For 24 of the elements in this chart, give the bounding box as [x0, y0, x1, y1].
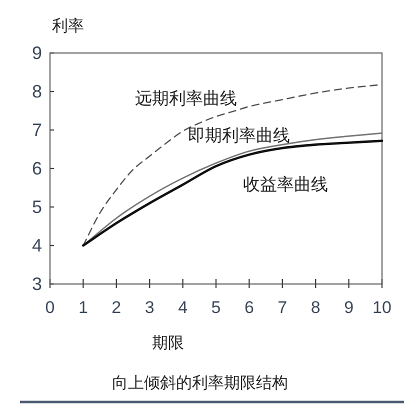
series-label: 远期利率曲线: [135, 89, 237, 108]
x-tick-label: 2: [112, 298, 122, 317]
x-tick-label: 0: [45, 298, 55, 317]
x-tick-label: 7: [278, 298, 288, 317]
x-tick-label: 3: [144, 298, 154, 317]
y-tick-label: 7: [32, 120, 42, 140]
y-tick-label: 4: [32, 236, 42, 256]
series-label: 即期利率曲线: [188, 126, 290, 145]
series-label: 收益率曲线: [243, 175, 328, 194]
x-axis-title: 期限: [152, 334, 184, 352]
x-tick-label: 1: [78, 298, 88, 317]
x-tick-label: 6: [244, 298, 254, 317]
y-axis-title: 利率: [52, 17, 84, 35]
y-tick-label: 8: [32, 82, 42, 102]
x-tick-label: 10: [372, 298, 392, 317]
y-tick-label: 6: [32, 158, 42, 178]
text: 向上倾斜的利率期限结构: [112, 374, 288, 392]
y-tick-label: 3: [32, 274, 42, 294]
x-tick-label: 5: [211, 298, 221, 317]
x-tick-label: 8: [310, 298, 320, 317]
y-tick-label: 5: [32, 197, 42, 217]
y-tick-label: 9: [32, 43, 42, 63]
x-tick-label: 9: [344, 298, 354, 317]
x-tick-label: 4: [178, 298, 188, 317]
